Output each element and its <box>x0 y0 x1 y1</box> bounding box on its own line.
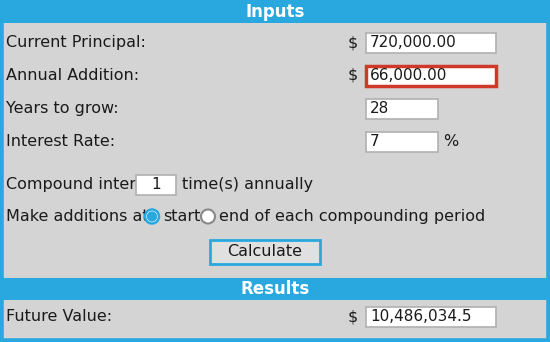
Text: Current Principal:: Current Principal: <box>6 35 146 50</box>
Text: end of each compounding period: end of each compounding period <box>219 209 485 224</box>
Text: start: start <box>163 209 200 224</box>
Text: 66,000.00: 66,000.00 <box>370 68 447 83</box>
FancyBboxPatch shape <box>366 98 438 118</box>
Text: %: % <box>443 134 458 149</box>
Text: Future Value:: Future Value: <box>6 309 112 324</box>
Text: 720,000.00: 720,000.00 <box>370 35 456 50</box>
Text: Make additions at: Make additions at <box>6 209 149 224</box>
Text: 10,486,034.5: 10,486,034.5 <box>370 309 471 324</box>
Text: $: $ <box>348 309 358 324</box>
FancyBboxPatch shape <box>366 306 496 327</box>
Text: Annual Addition:: Annual Addition: <box>6 68 139 83</box>
FancyBboxPatch shape <box>1 278 549 300</box>
FancyBboxPatch shape <box>136 174 176 195</box>
Text: 28: 28 <box>370 101 389 116</box>
Circle shape <box>201 210 215 224</box>
Text: time(s) annually: time(s) annually <box>182 177 313 192</box>
FancyBboxPatch shape <box>210 240 320 264</box>
Text: $: $ <box>348 35 358 50</box>
Text: Years to grow:: Years to grow: <box>6 101 119 116</box>
FancyBboxPatch shape <box>366 32 496 53</box>
Text: Interest Rate:: Interest Rate: <box>6 134 115 149</box>
Text: $: $ <box>348 68 358 83</box>
Text: Inputs: Inputs <box>245 3 305 21</box>
Text: Calculate: Calculate <box>228 245 302 260</box>
FancyBboxPatch shape <box>366 66 496 86</box>
Text: Results: Results <box>240 280 310 298</box>
Circle shape <box>147 212 157 221</box>
Circle shape <box>145 210 159 224</box>
FancyBboxPatch shape <box>1 1 549 23</box>
Text: 1: 1 <box>151 177 161 192</box>
Text: Compound interest: Compound interest <box>6 177 160 192</box>
FancyBboxPatch shape <box>366 132 438 152</box>
Text: 7: 7 <box>370 134 380 149</box>
